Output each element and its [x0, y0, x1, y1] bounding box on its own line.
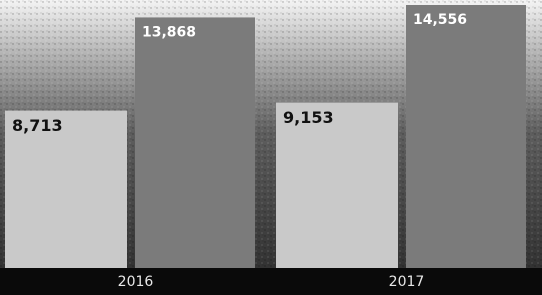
bar [276, 103, 398, 268]
x-tick-label: 2017 [389, 274, 425, 290]
value-label: 9,153 [283, 108, 334, 127]
value-label: 13,868 [142, 24, 196, 40]
chart: 8,713 13,868 2016 9,153 14,556 2017 [0, 0, 542, 295]
bar [406, 5, 526, 268]
axis-band [0, 268, 542, 295]
value-label: 8,713 [12, 116, 63, 135]
bar [135, 17, 255, 268]
x-tick-label: 2016 [118, 274, 154, 290]
value-label: 14,556 [413, 12, 467, 28]
